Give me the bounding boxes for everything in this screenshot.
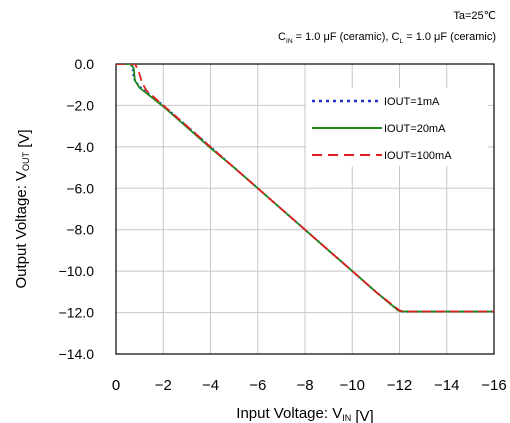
x-axis-title: Input Voltage: VIN [V]: [236, 405, 373, 423]
plot-frame: [115, 63, 495, 355]
temperature-condition: Ta=25℃: [453, 10, 496, 22]
capacitor-condition: CIN = 1.0 μF (ceramic), CL = 1.0 μF (cer…: [278, 31, 496, 46]
y-tick-label: 0.0: [75, 56, 95, 72]
x-tick-label: −2: [155, 377, 172, 394]
x-tick-label: −10: [340, 377, 365, 394]
y-tick-label: −8.0: [66, 222, 94, 238]
x-tick-label: −12: [387, 377, 412, 394]
y-tick-label: −12.0: [59, 305, 95, 321]
x-tick-label: −16: [481, 377, 506, 394]
legend-label: IOUT=1mA: [384, 96, 440, 108]
y-tick-label: −2.0: [66, 97, 94, 113]
y-tick-label: −4.0: [66, 139, 94, 155]
legend: IOUT=1mA IOUT=20mA IOUT=100mA: [306, 88, 488, 166]
legend-label: IOUT=100mA: [384, 150, 452, 162]
x-tick-label: −8: [296, 377, 313, 394]
x-tick-label: −4: [202, 377, 219, 394]
legend-label: IOUT=20mA: [384, 123, 446, 135]
x-tick-label: −6: [249, 377, 266, 394]
x-tick-label: 0: [112, 377, 120, 394]
x-tick-label: −14: [434, 377, 459, 394]
y-tick-label: −10.0: [59, 263, 95, 279]
y-tick-label: −6.0: [66, 180, 94, 196]
series-line-iout-100ma: [116, 64, 494, 313]
y-tick-label: −14.0: [59, 346, 95, 362]
y-axis-title: Output Voltage: VOUT [V]: [13, 129, 33, 288]
